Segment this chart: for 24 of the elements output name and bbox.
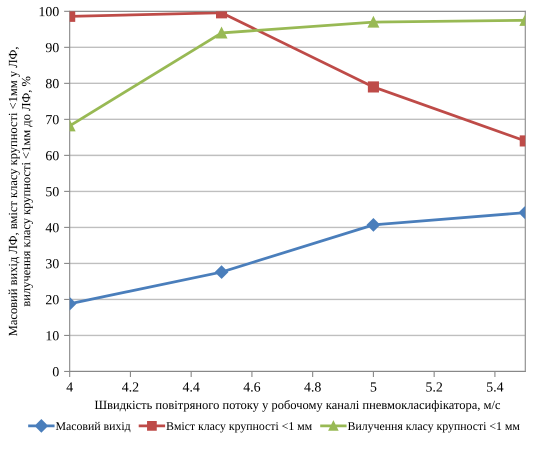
y-tick-label: 60 xyxy=(46,150,59,160)
y-tick-label: 100 xyxy=(40,6,59,16)
x-tick-label: 5.2 xyxy=(426,382,442,392)
x-tick-label: 4.4 xyxy=(182,382,200,392)
x-tick-label: 4.8 xyxy=(304,382,321,392)
x-axis-title: Швидкість повітряного потоку у робочому каналі пневмокласифікатора, м/с xyxy=(94,400,500,412)
y-tick-label: 10 xyxy=(46,331,59,340)
legend-label: Вміст класу крупності <1 мм xyxy=(166,422,312,433)
x-tick-label: 4.2 xyxy=(122,382,138,392)
y-tick-label: 50 xyxy=(46,186,59,196)
legend-label: Вилучення класу крупності <1 мм xyxy=(348,422,520,433)
x-tick-label: 4.6 xyxy=(244,382,260,392)
y-tick-label: 40 xyxy=(46,222,59,232)
x-tick-label: 5 xyxy=(370,382,376,392)
legend-label: Масовий вихід xyxy=(56,422,130,432)
x-tick-label: 5.4 xyxy=(487,382,504,392)
y-tick-label: 20 xyxy=(46,295,59,304)
y-tick-label: 30 xyxy=(46,259,59,268)
y-tick-label: 90 xyxy=(46,42,59,52)
y-tick-label: 70 xyxy=(46,114,59,124)
y-tick-label: 80 xyxy=(46,78,59,88)
y-tick-label: 0 xyxy=(52,367,59,376)
x-tick-label: 4 xyxy=(66,382,73,392)
y-axis-title: Масовий вихід ЛФ, вміст класу крупності <1мм у ЛФ, вилучення класу крупності <1мм до ЛФ, % xyxy=(8,47,33,336)
